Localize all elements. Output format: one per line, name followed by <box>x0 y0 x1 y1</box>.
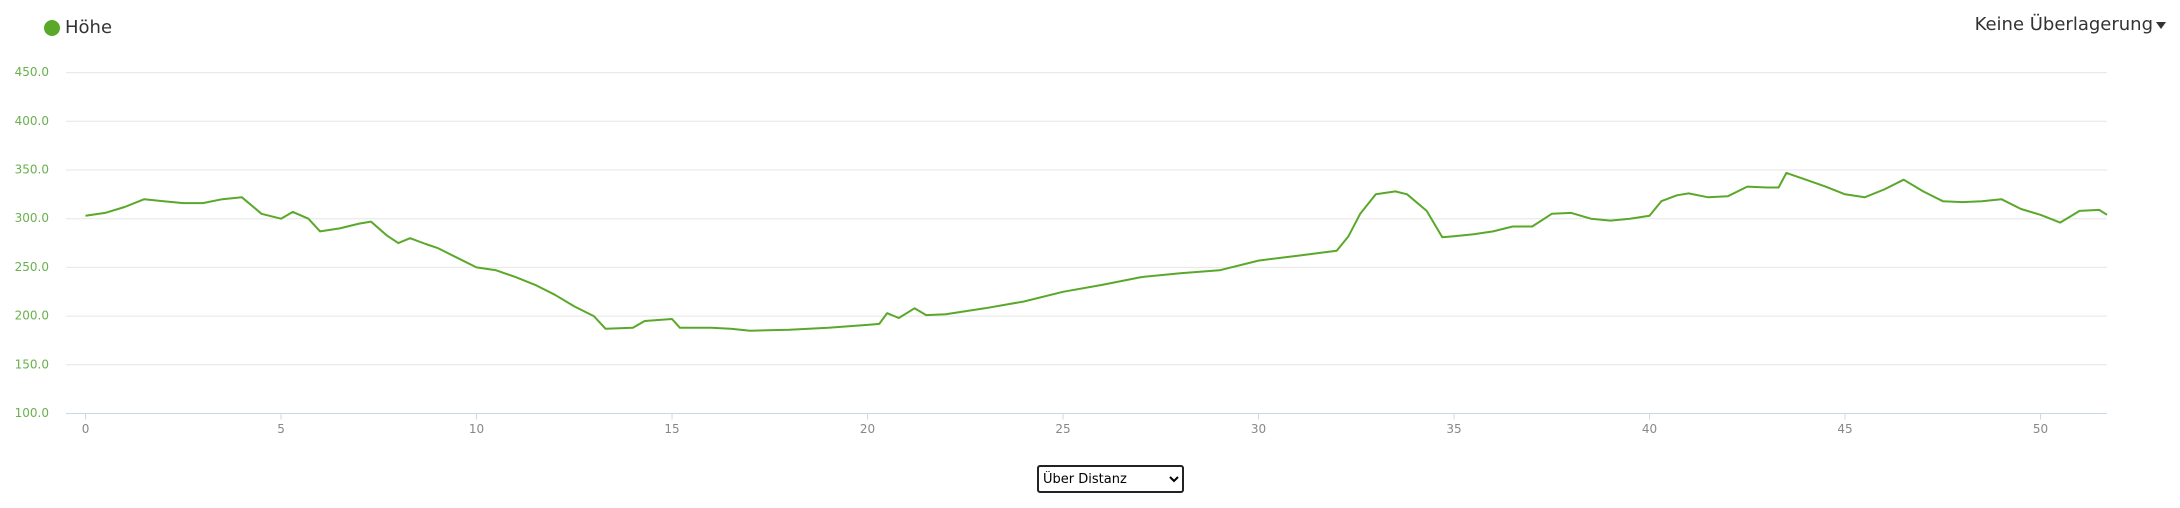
y-tick-label: 100.0 <box>15 406 49 420</box>
y-tick-label: 300.0 <box>15 211 49 225</box>
x-tick-label: 5 <box>277 422 285 436</box>
overlay-label[interactable]: Keine Überlagerung <box>1974 14 2153 35</box>
x-tick-label: 35 <box>1446 422 1461 436</box>
x-tick-label: 40 <box>1642 422 1657 436</box>
y-tick-label: 150.0 <box>15 357 49 371</box>
y-tick-label: 400.0 <box>15 114 49 128</box>
legend-label[interactable]: Höhe <box>65 17 112 38</box>
x-tick-label: 20 <box>860 422 875 436</box>
x-tick-label: 0 <box>82 422 90 436</box>
x-tick-label: 30 <box>1251 422 1266 436</box>
caret <box>2156 21 2166 29</box>
axis-select[interactable]: Über Distanz <box>1037 465 1184 493</box>
y-tick-label: 450.0 <box>15 65 49 79</box>
y-tick-label: 250.0 <box>15 260 49 274</box>
x-tick-label: 15 <box>664 422 679 436</box>
y-tick-label: 200.0 <box>15 309 49 323</box>
elevation-line <box>85 171 2108 332</box>
x-tick-label: 50 <box>2033 422 2048 436</box>
overlay-menu[interactable]: Keine Überlagerung <box>1975 14 2166 35</box>
x-tick-label: 45 <box>1837 422 1852 436</box>
x-tick-label: 10 <box>469 422 484 436</box>
legend-marker <box>44 20 60 36</box>
x-tick-label: 25 <box>1055 422 1070 436</box>
y-tick-label: 350.0 <box>15 163 49 177</box>
